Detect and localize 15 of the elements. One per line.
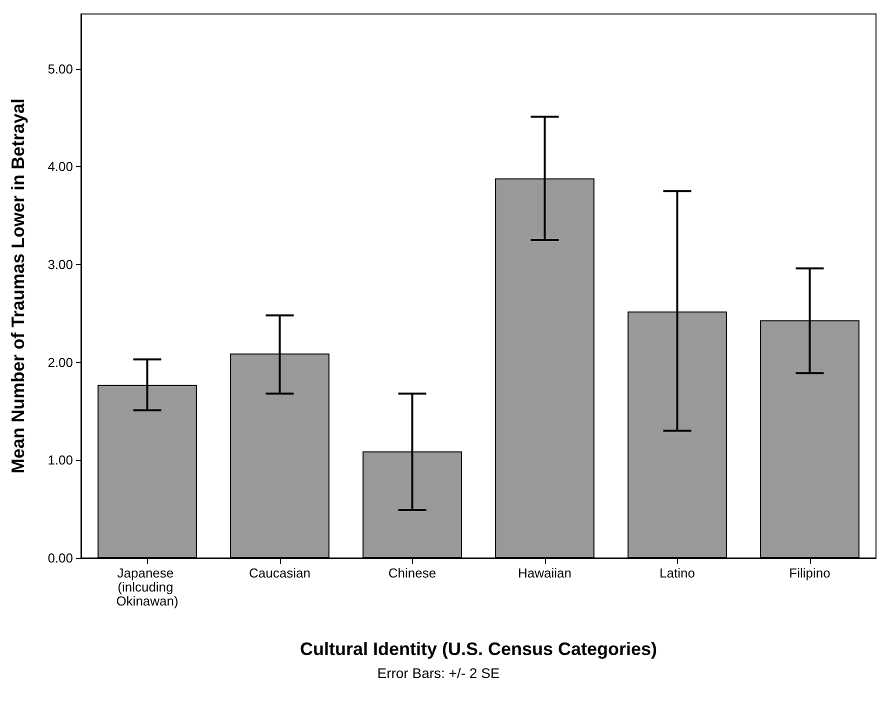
text: Error Bars: +/- 2 SE	[377, 665, 500, 681]
y-tick-label: 4.00	[48, 159, 73, 174]
y-tick-label: 0.00	[48, 550, 73, 566]
y-tick-label: 3.00	[48, 256, 73, 272]
x-tick-label: Caucasian	[249, 566, 310, 580]
x-tick-label: Chinese	[388, 566, 436, 580]
x-axis-title: Cultural Identity (U.S. Census Categories)	[300, 639, 658, 659]
x-tick-label: Latino	[660, 566, 695, 580]
x-tick-label: Hawaiian	[518, 566, 572, 580]
y-tick-label: 1.00	[48, 452, 73, 468]
y-tick-label: 5.00	[48, 61, 73, 76]
x-tick-label: Japanese (inlcuding Okinawan)	[116, 566, 178, 608]
x-tick-label: Filipino	[789, 566, 830, 580]
y-tick-label: 2.00	[48, 354, 73, 370]
y-axis-title: Mean Number of Traumas Lower in Betrayal	[8, 98, 28, 474]
